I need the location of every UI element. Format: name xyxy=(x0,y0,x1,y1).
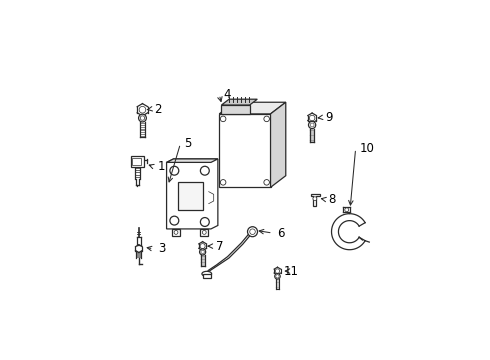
Circle shape xyxy=(201,250,204,253)
Text: 10: 10 xyxy=(360,142,375,155)
Text: 7: 7 xyxy=(216,240,223,253)
Circle shape xyxy=(200,217,209,226)
Circle shape xyxy=(170,166,179,175)
Circle shape xyxy=(247,227,258,237)
FancyBboxPatch shape xyxy=(178,182,203,210)
Polygon shape xyxy=(219,114,270,187)
Circle shape xyxy=(264,116,270,122)
Circle shape xyxy=(275,274,280,279)
Circle shape xyxy=(139,114,147,122)
Circle shape xyxy=(309,115,315,121)
FancyBboxPatch shape xyxy=(131,156,144,167)
Polygon shape xyxy=(221,105,250,114)
Circle shape xyxy=(313,197,317,201)
Polygon shape xyxy=(221,99,257,105)
Text: 9: 9 xyxy=(326,111,333,124)
Circle shape xyxy=(140,116,145,120)
Circle shape xyxy=(199,249,206,255)
Circle shape xyxy=(276,275,279,278)
Circle shape xyxy=(220,116,226,122)
Text: 1: 1 xyxy=(158,160,165,173)
FancyBboxPatch shape xyxy=(172,229,180,236)
Circle shape xyxy=(170,216,179,225)
Circle shape xyxy=(309,121,316,129)
Text: 8: 8 xyxy=(329,193,336,206)
Text: 2: 2 xyxy=(154,103,162,116)
Polygon shape xyxy=(167,159,218,162)
FancyBboxPatch shape xyxy=(132,158,141,165)
Polygon shape xyxy=(219,102,286,114)
Circle shape xyxy=(200,166,209,175)
Text: 4: 4 xyxy=(223,88,231,101)
Circle shape xyxy=(139,107,146,113)
FancyBboxPatch shape xyxy=(200,229,208,236)
FancyBboxPatch shape xyxy=(203,274,211,278)
Circle shape xyxy=(275,269,280,273)
Circle shape xyxy=(174,230,178,234)
Circle shape xyxy=(220,180,226,185)
Polygon shape xyxy=(311,194,320,206)
Circle shape xyxy=(202,230,206,234)
Circle shape xyxy=(200,244,205,249)
Ellipse shape xyxy=(202,271,212,276)
Text: 11: 11 xyxy=(284,265,299,278)
Circle shape xyxy=(250,229,255,234)
Polygon shape xyxy=(167,159,218,229)
Circle shape xyxy=(345,208,349,212)
Text: 6: 6 xyxy=(277,226,284,240)
Circle shape xyxy=(264,180,270,185)
Text: 3: 3 xyxy=(158,242,165,255)
Text: 5: 5 xyxy=(185,137,192,150)
Circle shape xyxy=(310,123,314,127)
Polygon shape xyxy=(270,102,286,187)
